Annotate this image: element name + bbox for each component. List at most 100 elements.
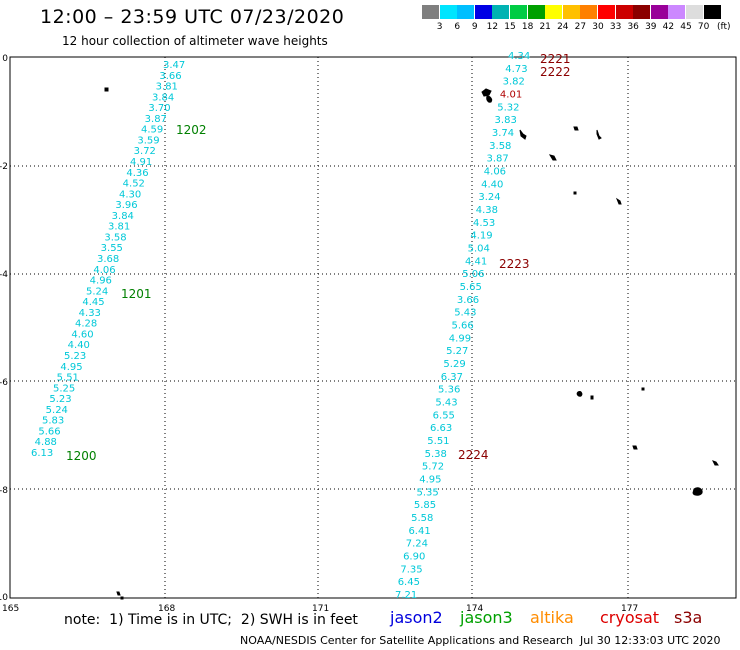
swh-value: 5.24: [46, 405, 68, 416]
legend-label: 30: [592, 22, 604, 32]
legend-label: 24: [557, 22, 569, 32]
swh-value: 5.24: [86, 286, 108, 297]
swh-value: 4.95: [419, 475, 441, 486]
legend-swatch: [562, 5, 580, 19]
swh-value: 5.66: [452, 321, 474, 332]
swh-value: 6.90: [403, 552, 425, 563]
swh-value: 5.72: [422, 462, 444, 473]
legend-label: 45: [680, 22, 692, 32]
legend-label: 6: [454, 22, 461, 32]
swh-value: 3.70: [148, 103, 170, 114]
legend-label: 36: [627, 22, 639, 32]
legend-swatch: [598, 5, 615, 19]
y-axis-tick-label: -2: [0, 162, 8, 172]
x-axis-tick-label: 168: [158, 604, 175, 614]
swh-value: 3.87: [145, 114, 167, 125]
swh-value: 4.06: [484, 167, 506, 178]
swh-value: 6.45: [398, 577, 420, 588]
swh-value: 3.81: [156, 82, 178, 93]
swh-value: 3.96: [115, 200, 137, 211]
swh-value: 3.68: [97, 254, 119, 265]
swh-value: 5.65: [460, 282, 482, 293]
swh-value: 4.30: [119, 189, 141, 200]
swh-value: 6.63: [430, 423, 452, 434]
legend-swatch: [422, 5, 439, 19]
swh-value: 5.32: [497, 102, 519, 113]
satellite-jason3: jason3: [460, 608, 513, 627]
swh-value: 5.36: [438, 385, 460, 396]
legend-label: 70: [697, 22, 710, 32]
swh-value: 3.87: [486, 154, 508, 165]
legend-swatch: [527, 5, 545, 19]
footer-note: note: 1) Time is in UTC; 2) SWH is in fe…: [64, 612, 358, 628]
legend-swatch: [580, 5, 598, 19]
y-axis-tick-label: -8: [0, 486, 8, 496]
pass-number-label: 1202: [176, 123, 207, 137]
satellite-altika: altika: [530, 608, 574, 627]
map-frame: [9, 56, 737, 599]
pass-number-label: 2223: [499, 257, 530, 271]
legend-swatch: [615, 5, 633, 19]
swh-value: 5.06: [462, 269, 484, 280]
swh-value: 4.52: [123, 179, 145, 190]
swh-value: 4.99: [449, 333, 471, 344]
swh-value: 4.59: [141, 125, 163, 136]
map-subtitle: 12 hour collection of altimeter wave hei…: [62, 34, 328, 48]
swh-value: 4.38: [476, 205, 498, 216]
swh-value: 4.73: [505, 64, 527, 75]
swh-value: 7.24: [406, 539, 428, 550]
island-shape: [104, 87, 109, 92]
swh-value: 4.53: [473, 218, 495, 229]
x-axis-tick-label: 174: [466, 604, 483, 614]
swh-value: 3.83: [495, 115, 517, 126]
island-shape: [596, 129, 602, 140]
swh-value: 4.40: [481, 179, 503, 190]
swh-value: 3.59: [137, 135, 159, 146]
swh-value: 4.95: [60, 362, 82, 373]
y-axis-tick-label: 0: [2, 54, 8, 64]
swh-value: 3.55: [101, 243, 123, 254]
swh-value: 5.43: [454, 308, 476, 319]
legend-label: 18: [521, 22, 534, 32]
island-shape: [576, 391, 583, 397]
island-shape: [519, 129, 527, 140]
swh-value: 5.85: [414, 500, 436, 511]
swh-value: 5.04: [468, 244, 490, 255]
swh-value: 3.66: [457, 295, 479, 306]
swh-value: 4.40: [68, 340, 90, 351]
swh-value: 3.81: [108, 222, 130, 233]
generation-timestamp: Jul 30 12:33:03 UTC 2020: [580, 634, 721, 647]
swh-value: 3.58: [489, 141, 511, 152]
swh-value: 4.36: [126, 168, 148, 179]
island-shape: [548, 154, 557, 161]
swh-value: 3.72: [134, 146, 156, 157]
x-axis-tick-label: 171: [312, 604, 329, 614]
swh-value: 4.88: [35, 437, 57, 448]
legend-label: 15: [504, 22, 516, 32]
swh-value: 4.41: [465, 256, 487, 267]
island-shape: [590, 395, 594, 400]
swh-value: 5.23: [49, 394, 71, 405]
legend-label: 33: [609, 22, 622, 32]
swh-value: 3.84: [112, 211, 134, 222]
legend-unit: (ft): [717, 22, 731, 32]
legend-label: 27: [574, 22, 587, 32]
swh-value: 5.43: [435, 398, 457, 409]
island-shape: [692, 487, 703, 496]
legend-swatch: [633, 5, 651, 19]
legend-label: 39: [645, 22, 657, 32]
island-shape: [120, 596, 124, 600]
swh-value: 7.35: [400, 564, 422, 575]
swh-value: 3.66: [159, 71, 181, 82]
legend-swatch: [492, 5, 510, 19]
legend-swatch: [439, 5, 457, 19]
satellite-cryosat: cryosat: [600, 608, 660, 627]
satellite-jason2: jason2: [390, 608, 443, 627]
pass-number-label: 1200: [66, 449, 97, 463]
credit-line: NOAA/NESDIS Center for Satellite Applica…: [240, 634, 574, 647]
swh-value: 4.01: [500, 90, 522, 101]
swh-value: 5.23: [64, 351, 86, 362]
swh-value: 5.29: [443, 359, 465, 370]
pass-number-label: 2222: [540, 65, 571, 79]
